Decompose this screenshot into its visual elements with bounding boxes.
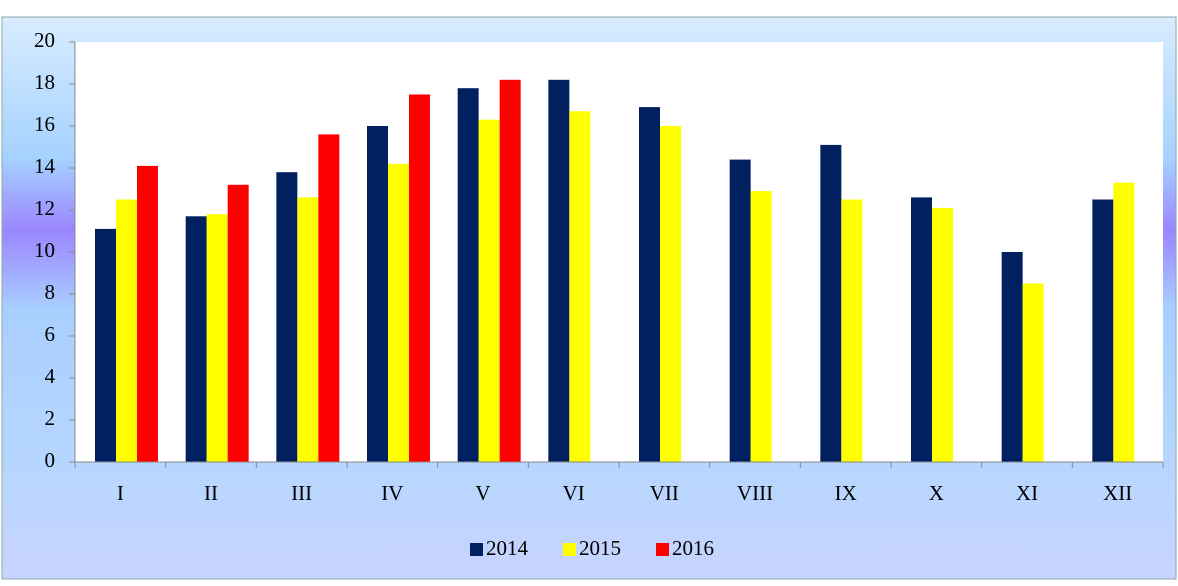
x-tick-label: III: [291, 481, 312, 505]
bar: [409, 94, 430, 462]
x-tick-label: II: [204, 481, 218, 505]
plot-area: [75, 42, 1163, 462]
y-tick-label: 6: [45, 322, 56, 346]
y-tick-label: 8: [45, 280, 56, 304]
legend-swatch: [563, 543, 576, 556]
bar: [276, 172, 298, 462]
bar: [841, 199, 863, 462]
bar: [457, 88, 479, 462]
bar: [206, 214, 228, 462]
y-tick-label: 4: [45, 364, 56, 388]
bar: [729, 159, 751, 462]
x-tick-label: IX: [835, 481, 857, 505]
bar: [185, 216, 207, 462]
bar: [1022, 283, 1044, 462]
bar: [388, 163, 409, 463]
x-tick-label: VII: [650, 481, 679, 505]
bar: [297, 197, 319, 462]
bar: [137, 165, 158, 462]
y-tick-label: 18: [34, 70, 55, 94]
x-tick-label: VIII: [737, 481, 773, 505]
bar: [548, 79, 570, 463]
y-tick-label: 0: [45, 448, 56, 472]
y-tick-label: 10: [34, 238, 55, 262]
bar: [318, 134, 340, 462]
bar: [116, 199, 137, 462]
bar: [911, 197, 932, 462]
bar: [820, 144, 842, 462]
bar: [499, 79, 521, 463]
bar: [750, 191, 772, 462]
x-tick-label: VI: [563, 481, 585, 505]
bar: [227, 184, 249, 463]
bar: [639, 107, 660, 462]
x-tick-label: X: [929, 481, 944, 505]
legend-label: 2014: [486, 536, 529, 560]
bar: [367, 126, 388, 462]
bar: [660, 126, 681, 462]
bar: [1113, 182, 1135, 462]
bar: [1001, 252, 1023, 462]
x-tick-label: XII: [1103, 481, 1132, 505]
legend-swatch: [470, 543, 483, 556]
x-tick-label: V: [475, 481, 490, 505]
y-tick-label: 12: [34, 196, 55, 220]
legend-label: 2015: [579, 536, 621, 560]
bar: [932, 207, 953, 462]
x-tick-label: IV: [381, 481, 403, 505]
bar: [95, 228, 116, 462]
bar: [569, 111, 591, 463]
legend-label: 2016: [672, 536, 714, 560]
x-tick-label: I: [117, 481, 124, 505]
y-tick-label: 14: [34, 154, 56, 178]
x-tick-label: XI: [1016, 481, 1038, 505]
bar: [478, 119, 500, 462]
y-tick-label: 20: [34, 28, 55, 52]
y-tick-label: 2: [45, 406, 56, 430]
legend-swatch: [656, 543, 669, 556]
y-tick-label: 16: [34, 112, 55, 136]
bar: [1092, 199, 1114, 462]
